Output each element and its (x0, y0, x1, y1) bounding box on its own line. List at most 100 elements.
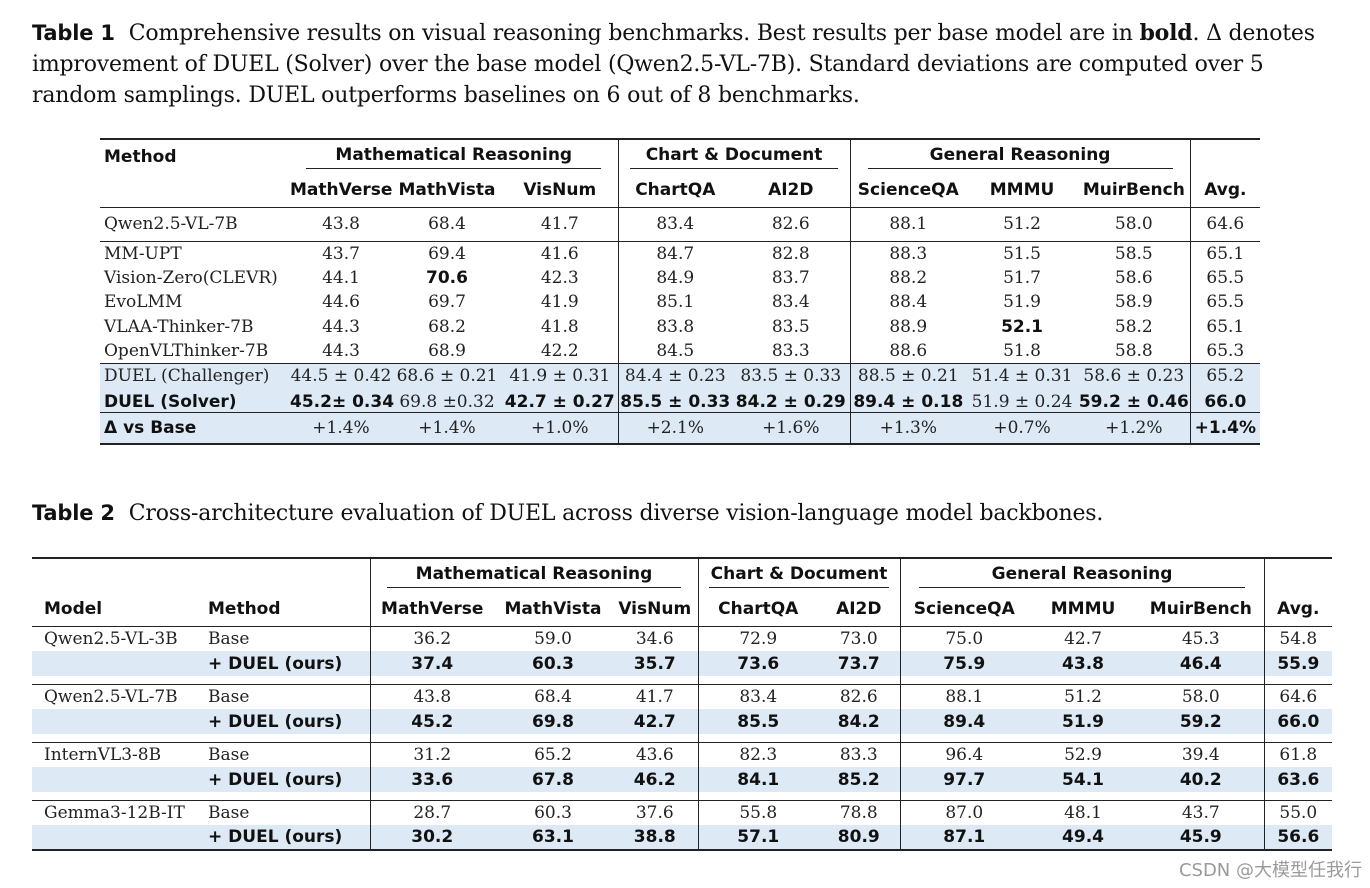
row-method: Qwen2.5-VL-7B (100, 206, 290, 241)
table2-caption-text: Cross-architecture evaluation of DUEL ac… (128, 501, 1104, 526)
table1-caption-text-a: Comprehensive results on visual reasonin… (128, 21, 1140, 46)
table-cell: 42.7 (1028, 625, 1139, 651)
table-cell: 54.8 (1264, 625, 1333, 651)
blank-cell (32, 825, 204, 851)
table-cell: 42.3 (502, 265, 619, 290)
spacer-cell (1264, 676, 1332, 684)
table-cell: 70.6 (426, 267, 468, 288)
table-cell: 83.5 (732, 314, 851, 339)
table-cell: 45.3 (1138, 625, 1265, 651)
table-cell: 97.7 (900, 767, 1029, 792)
table-cell: 84.7 (618, 240, 733, 266)
table-cell: 73.7 (818, 651, 901, 676)
table-cell: 68.4 (392, 206, 502, 241)
header-group-row: Method Mathematical Reasoning Chart & Docu… (100, 138, 1261, 173)
table-cell: 83.5 ± 0.33 (732, 363, 851, 388)
method-label: Base (204, 625, 371, 651)
table-cell: 55.0 (1264, 799, 1333, 825)
table-cell: 68.4 (494, 683, 612, 709)
block-spacer (32, 676, 1332, 684)
table-cell: +2.1% (618, 411, 733, 445)
table-cell: 88.1 (900, 683, 1029, 709)
row-method: VLAA-Thinker-7B (104, 316, 254, 337)
table-cell: +1.6% (732, 411, 851, 445)
base-row: Qwen2.5-VL-7B Base 43.8 68.4 41.7 83.4 82.6 88.… (32, 683, 1333, 709)
spacer-cell (818, 734, 901, 742)
table-cell: 43.8 (1028, 651, 1139, 676)
table-cell: 51.9 (1028, 709, 1139, 734)
column-header: VisNum (612, 592, 699, 626)
table-cell: 45.2± 0.34 (290, 387, 394, 412)
table-cell: 82.6 (818, 683, 901, 709)
duel-row: + DUEL (ours) 45.2 69.8 42.7 85.5 84.2 89.4 51.… (32, 709, 1333, 734)
table-cell: 34.6 (612, 625, 699, 651)
table-cell: 57.1 (698, 825, 819, 851)
table-cell: 44.5 ± 0.42 (290, 363, 392, 388)
challenger-row: DUEL (Challenger) 44.5 ± 0.42 68.6 ± 0.21 4… (100, 363, 1261, 388)
block-spacer (32, 792, 1332, 800)
table-cell: 43.7 (290, 240, 392, 266)
column-group-header: General Reasoning (850, 138, 1191, 173)
spacer-cell (204, 734, 371, 742)
table-cell: 44.3 (322, 341, 360, 361)
table-cell: 43.8 (290, 206, 392, 241)
table-cell: 41.7 (502, 206, 619, 241)
table-cell: 51.2 (966, 206, 1079, 241)
column-header: MMMU (989, 179, 1055, 200)
table-cell: 63.1 (494, 825, 612, 851)
baseline-row: Vision-Zero(CLEVR) 44.1 70.6 42.3 84.9 83.7 88… (100, 265, 1260, 290)
table-cell: 51.5 (966, 240, 1079, 266)
table-cell: +1.4% (290, 411, 392, 445)
table-cell: 54.1 (1028, 767, 1139, 792)
column-header: MathVerse (290, 179, 393, 200)
method-label: + DUEL (ours) (204, 825, 371, 851)
model-name: Gemma3-12B-IT (32, 799, 204, 825)
watermark: CSDN @大模型任我行 (1178, 860, 1362, 881)
spacer-cell (698, 792, 818, 800)
results-table: Method Mathematical Reasoning Chart & Docu… (100, 138, 1261, 445)
baseline-row: VLAA-Thinker-7B 44.3 68.2 41.8 83.8 83.5 88.9 5… (100, 314, 1260, 339)
method-label: Base (204, 683, 371, 709)
group-label: Chart & Document (630, 145, 838, 169)
column-group-header: Mathematical Reasoning (290, 138, 619, 173)
model-name: Qwen2.5-VL-3B (32, 625, 204, 651)
table-cell: 41.9 (502, 290, 619, 315)
table-cell: 84.2 ± 0.29 (732, 387, 851, 412)
spacer-cell (370, 734, 494, 742)
group-label: Mathematical Reasoning (306, 145, 602, 169)
table-cell: 33.6 (370, 767, 494, 792)
spacer-cell (204, 792, 371, 800)
spacer-cell (612, 676, 699, 684)
column-header: VisNum (502, 173, 619, 207)
table2-label: Table 2 (32, 501, 115, 525)
column-group-header: Chart & Document (618, 138, 851, 173)
table-cell: 41.7 (612, 683, 699, 709)
duel-row: + DUEL (ours) 37.4 60.3 35.7 73.6 73.7 75.9 43.… (32, 651, 1333, 676)
blank-cell (1264, 557, 1333, 592)
table-cell: 36.2 (370, 625, 494, 651)
spacer-cell (1028, 734, 1138, 742)
blank-cell (204, 557, 371, 592)
column-header: ScienceQA (913, 598, 1015, 619)
baseline-row: EvoLMM 44.6 69.7 41.9 85.1 83.4 88.4 51.9 58.9 65… (100, 290, 1260, 315)
table-cell: 69.4 (392, 240, 502, 266)
table-cell: 44.6 (322, 292, 360, 313)
table1-caption-bold: bold (1139, 20, 1193, 46)
table-cell: 64.6 (1264, 683, 1333, 709)
spacer-cell (1028, 676, 1138, 684)
spacer-cell (900, 792, 1028, 800)
table-cell: 82.8 (732, 240, 851, 266)
duel-row: + DUEL (ours) 33.6 67.8 46.2 84.1 85.2 97.7 54.… (32, 767, 1333, 792)
method-label: + DUEL (ours) (204, 709, 371, 734)
spacer-cell (32, 734, 204, 742)
table-cell: +0.7% (966, 411, 1079, 445)
table-cell: 75.0 (900, 625, 1029, 651)
table-cell: 88.6 (889, 341, 928, 361)
table-cell: 61.8 (1264, 741, 1333, 767)
table-cell: 43.7 (1138, 799, 1265, 825)
table-cell: 69.8 (494, 709, 612, 734)
table-cell: 39.4 (1138, 741, 1265, 767)
table-cell: 51.8 (1003, 341, 1041, 361)
table-cell: 65.5 (1206, 267, 1245, 288)
row-method: Δ vs Base (100, 411, 290, 445)
